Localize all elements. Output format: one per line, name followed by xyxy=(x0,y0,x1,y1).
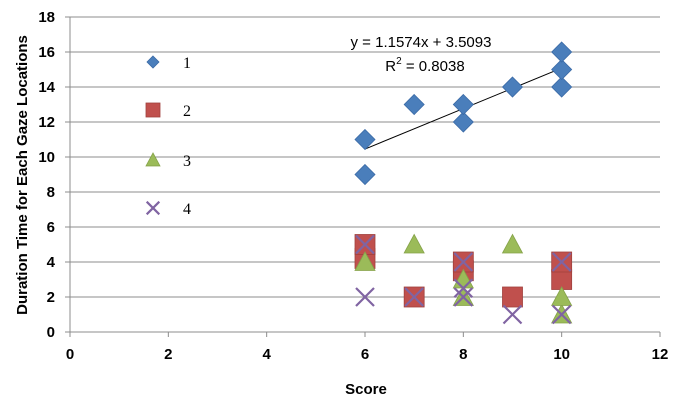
y-tick-label: 16 xyxy=(38,44,55,61)
y-tick-label: 0 xyxy=(47,324,55,341)
series-4-point xyxy=(551,252,572,272)
legend-item-2: 2 xyxy=(145,102,191,120)
y-tick-labels: 0 2 4 6 8 10 12 14 16 18 xyxy=(38,9,55,341)
legend-marker xyxy=(145,152,161,167)
legend-item-1: 1 xyxy=(146,55,191,72)
x-marker-stroke xyxy=(453,287,474,307)
x-marker-stroke xyxy=(404,287,424,307)
gridlines xyxy=(70,16,660,298)
y-tick-label: 8 xyxy=(47,184,55,201)
x-marker-stroke xyxy=(502,304,523,325)
series-4-point xyxy=(551,304,572,325)
x-tick-label: 8 xyxy=(459,346,467,363)
legend-label: 4 xyxy=(183,201,191,218)
series-1-point xyxy=(551,58,573,81)
series-3-point xyxy=(403,233,425,254)
series-1-point xyxy=(403,93,425,116)
series-1-point xyxy=(452,111,474,133)
series-3-point xyxy=(550,286,573,306)
y-tick-label: 6 xyxy=(47,219,55,236)
trendline-equation: y = 1.1574x + 3.5093 xyxy=(351,34,492,51)
series-4-point xyxy=(355,287,375,307)
series-4-point xyxy=(453,252,474,272)
series-1-point xyxy=(354,163,376,186)
series-1-point xyxy=(354,128,376,151)
series-2-point xyxy=(502,286,523,308)
x-tick-label: 4 xyxy=(262,346,271,363)
x-axis-title: Score xyxy=(345,381,387,398)
y-tick-label: 10 xyxy=(38,149,55,166)
y-tick-label: 2 xyxy=(47,289,55,306)
series-1-point xyxy=(551,76,573,98)
legend-label: 2 xyxy=(183,103,191,120)
y-tick-label: 18 xyxy=(38,9,55,26)
x-marker-stroke xyxy=(355,287,375,307)
x-marker-stroke xyxy=(551,252,572,272)
series-3-point xyxy=(501,233,524,254)
x-tick-label: 6 xyxy=(361,346,369,363)
y-axis-title: Duration Time for Each Gaze Locations xyxy=(14,35,31,315)
trendline-r-squared: R2 = 0.8038 xyxy=(385,56,464,75)
series-1-point xyxy=(551,41,573,63)
y-tick-label: 12 xyxy=(38,114,55,131)
series-4-point xyxy=(355,234,375,255)
legend-label: 3 xyxy=(183,153,191,170)
legend: 1 2 3 4 xyxy=(145,55,191,218)
x-tick-labels: 0 2 4 6 8 10 12 xyxy=(66,346,669,363)
y-tick-label: 14 xyxy=(38,79,55,96)
x-tick-label: 2 xyxy=(164,346,172,363)
series-1-point xyxy=(452,93,474,116)
x-marker-stroke xyxy=(453,252,474,272)
series-3-point xyxy=(354,251,376,271)
legend-marker xyxy=(145,200,161,216)
x-marker-stroke xyxy=(453,278,474,299)
series-4-point xyxy=(453,278,474,299)
x-tick-label: 12 xyxy=(652,346,669,363)
series-4-point xyxy=(404,287,424,307)
legend-marker xyxy=(145,102,161,118)
series-4-point xyxy=(502,304,523,325)
series-4-point xyxy=(453,287,474,307)
axes xyxy=(65,16,661,337)
series-1-point xyxy=(501,76,524,98)
legend-marker xyxy=(146,55,160,69)
x-marker-stroke xyxy=(145,200,161,216)
legend-label: 1 xyxy=(183,55,191,72)
data-points xyxy=(354,41,573,325)
legend-item-3: 3 xyxy=(145,152,191,170)
x-marker-stroke xyxy=(355,234,375,255)
y-tick-label: 4 xyxy=(47,254,56,271)
x-tick-label: 0 xyxy=(66,346,74,363)
legend-item-4: 4 xyxy=(145,200,191,218)
x-marker-stroke xyxy=(551,304,572,325)
x-tick-label: 10 xyxy=(553,346,570,363)
